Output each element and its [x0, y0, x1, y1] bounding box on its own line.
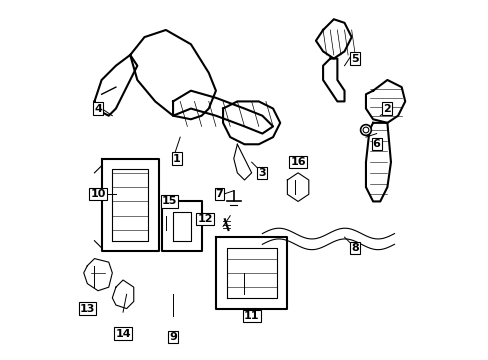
- Polygon shape: [233, 144, 251, 180]
- Polygon shape: [365, 80, 405, 123]
- Text: 10: 10: [90, 189, 105, 199]
- Polygon shape: [287, 173, 308, 202]
- Text: 13: 13: [80, 303, 95, 314]
- Text: 9: 9: [169, 332, 177, 342]
- Polygon shape: [323, 59, 344, 102]
- Polygon shape: [83, 258, 112, 291]
- Circle shape: [363, 127, 368, 133]
- Polygon shape: [112, 280, 134, 309]
- Text: 1: 1: [172, 154, 180, 163]
- Text: 7: 7: [215, 189, 223, 199]
- Polygon shape: [173, 91, 272, 134]
- Circle shape: [360, 125, 370, 135]
- Text: 4: 4: [94, 104, 102, 113]
- Polygon shape: [315, 19, 351, 59]
- Text: 2: 2: [383, 104, 390, 113]
- Polygon shape: [223, 102, 280, 144]
- Text: 8: 8: [351, 243, 358, 253]
- Text: 12: 12: [197, 214, 212, 224]
- Text: 16: 16: [290, 157, 305, 167]
- Polygon shape: [102, 158, 159, 251]
- Text: 6: 6: [372, 139, 380, 149]
- Polygon shape: [216, 237, 287, 309]
- Text: 5: 5: [351, 54, 358, 64]
- Polygon shape: [94, 55, 137, 116]
- Text: 3: 3: [258, 168, 265, 178]
- Text: 15: 15: [162, 197, 177, 206]
- Polygon shape: [365, 123, 390, 202]
- Text: 14: 14: [115, 329, 131, 339]
- Text: 11: 11: [244, 311, 259, 321]
- Polygon shape: [130, 30, 216, 119]
- Polygon shape: [162, 202, 201, 251]
